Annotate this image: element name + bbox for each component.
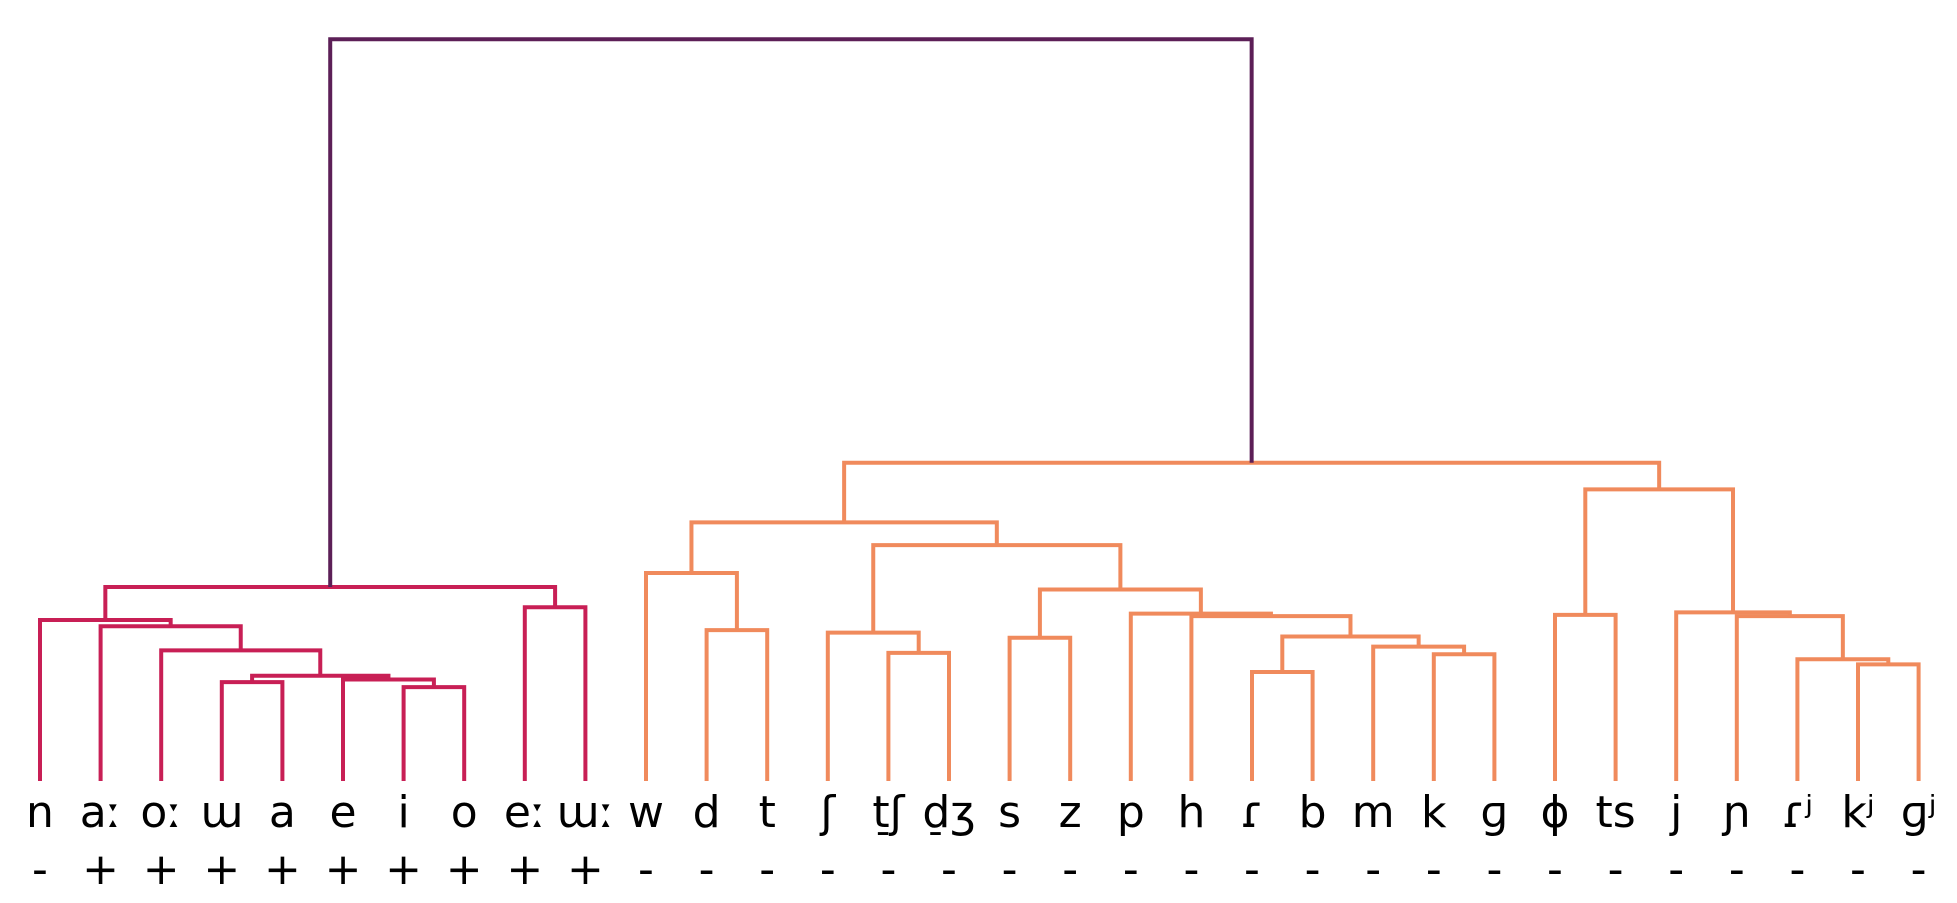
leaf-label: d̠ʒ <box>922 787 975 838</box>
feature-label: - <box>1486 844 1502 895</box>
dendrogram-link-28 <box>1583 487 1736 615</box>
dendrogram-link-27 <box>1674 610 1792 781</box>
dendrogram-link-18 <box>1189 614 1353 781</box>
leaf-label: e <box>329 787 356 838</box>
leaf-label: t <box>759 787 776 838</box>
leaf-label: o <box>451 787 478 838</box>
leaf-label: k <box>1421 787 1447 838</box>
leaf-label: ʃ <box>819 787 836 838</box>
leaf-label: ɡ <box>1480 787 1508 838</box>
feature-label: + <box>143 844 180 895</box>
feature-label: - <box>1244 844 1260 895</box>
leaf-label: ɡʲ <box>1901 787 1937 838</box>
dendrogram-link-0 <box>401 685 467 781</box>
dendrogram-link-17 <box>1280 634 1421 672</box>
feature-label: - <box>1062 844 1078 895</box>
leaf-label: eː <box>504 787 546 838</box>
feature-label: + <box>82 844 119 895</box>
feature-label: + <box>567 844 604 895</box>
leaf-label: ɾ <box>1240 787 1263 838</box>
feature-label: + <box>325 844 362 895</box>
leaf-label: w <box>628 787 664 838</box>
feature-label: - <box>1789 844 1805 895</box>
dendrogram-links <box>38 37 1921 781</box>
feature-label: - <box>1123 844 1139 895</box>
dendrogram-link-14 <box>1250 669 1315 781</box>
dendrogram-link-30 <box>328 37 1254 587</box>
dendrogram-link-1 <box>219 680 285 781</box>
leaf-label: t̠ʃ <box>872 787 905 838</box>
leaf-label: ɯː <box>557 787 615 838</box>
leaf-label: h <box>1177 787 1205 838</box>
dendrogram-link-29 <box>842 460 1662 523</box>
dendrogram-link-13 <box>1007 635 1073 781</box>
dendrogram-link-9 <box>704 628 770 781</box>
leaf-label: n <box>26 787 54 838</box>
feature-label: + <box>446 844 483 895</box>
feature-label: - <box>32 844 48 895</box>
dendrogram-link-11 <box>886 650 951 781</box>
leaf-labels: n aː oː ɯ a e i o eː ɯː w d t ʃ t̠ʃ d̠ʒ s z p h ɾ b m k ɡ ɸ ts j ɲ ɾʲ… <box>26 787 1936 838</box>
feature-label: - <box>1426 844 1442 895</box>
feature-label: + <box>264 844 301 895</box>
leaf-label: aː <box>80 787 122 838</box>
feature-label: + <box>385 844 422 895</box>
dendrogram-link-4 <box>159 648 323 781</box>
leaf-label: ɯ <box>200 787 243 838</box>
feature-label: - <box>1911 844 1927 895</box>
dendrogram-link-22 <box>689 520 999 574</box>
dendrogram-link-7 <box>522 605 588 781</box>
leaf-label: d <box>693 787 721 838</box>
feature-label: - <box>1729 844 1745 895</box>
leaf-label: ɲ <box>1722 787 1751 838</box>
leaf-label: p <box>1117 787 1145 838</box>
leaf-label: ɸ <box>1540 787 1569 838</box>
feature-label: - <box>1183 844 1199 895</box>
leaf-label: b <box>1299 787 1327 838</box>
feature-label: - <box>1668 844 1684 895</box>
leaf-label: kʲ <box>1841 787 1874 838</box>
feature-label: - <box>1547 844 1563 895</box>
dendrogram-link-26 <box>1734 614 1845 781</box>
feature-label: - <box>1002 844 1018 895</box>
leaf-label: z <box>1059 787 1082 838</box>
feature-label: - <box>820 844 836 895</box>
leaf-label: m <box>1352 787 1395 838</box>
leaf-label: a <box>269 787 296 838</box>
dendrogram-link-6 <box>38 617 173 781</box>
dendrogram-link-2 <box>341 677 436 781</box>
dendrogram-link-23 <box>1553 612 1618 781</box>
leaf-label: s <box>998 787 1021 838</box>
leaf-label: j <box>1669 787 1682 838</box>
feature-label: - <box>638 844 654 895</box>
feature-label: - <box>880 844 896 895</box>
feature-label: - <box>1608 844 1624 895</box>
feature-label: + <box>203 844 240 895</box>
feature-label: - <box>1365 844 1381 895</box>
dendrogram-link-25 <box>1795 657 1891 781</box>
dendrogram-link-15 <box>1431 652 1497 781</box>
leaf-label: ts <box>1596 787 1636 838</box>
dendrogram-link-24 <box>1856 662 1921 781</box>
feature-label: - <box>699 844 715 895</box>
feature-label: - <box>941 844 957 895</box>
leaf-label: ɾʲ <box>1782 787 1813 838</box>
feature-label: + <box>506 844 543 895</box>
feature-label: - <box>1850 844 1866 895</box>
dendrogram-link-10 <box>644 571 739 781</box>
feature-label: - <box>1305 844 1321 895</box>
dendrogram-link-19 <box>1128 611 1273 781</box>
dendrogram-link-16 <box>1371 644 1467 781</box>
feature-label: - <box>759 844 775 895</box>
dendrogram-link-8 <box>103 584 558 620</box>
feature-labels: - + + + + + + + + + - - - - - - - - - - - - - - - - - - - - - - <box>32 844 1926 895</box>
leaf-label: i <box>397 787 409 838</box>
leaf-label: oː <box>140 787 182 838</box>
